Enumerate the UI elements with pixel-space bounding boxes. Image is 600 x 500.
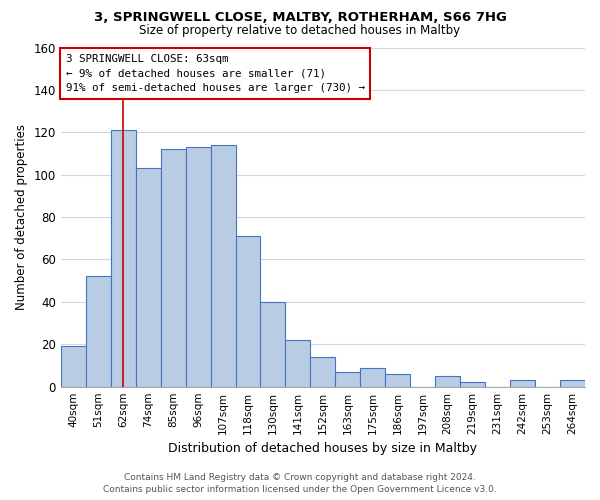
Bar — [185, 147, 211, 386]
Text: 3, SPRINGWELL CLOSE, MALTBY, ROTHERHAM, S66 7HG: 3, SPRINGWELL CLOSE, MALTBY, ROTHERHAM, … — [94, 11, 506, 24]
X-axis label: Distribution of detached houses by size in Maltby: Distribution of detached houses by size … — [169, 442, 478, 455]
Bar — [435, 376, 460, 386]
Text: Size of property relative to detached houses in Maltby: Size of property relative to detached ho… — [139, 24, 461, 37]
Y-axis label: Number of detached properties: Number of detached properties — [15, 124, 28, 310]
Bar — [385, 374, 410, 386]
Bar — [335, 372, 361, 386]
Bar — [460, 382, 485, 386]
Bar — [361, 368, 385, 386]
Bar — [161, 150, 185, 386]
Bar — [560, 380, 585, 386]
Bar — [136, 168, 161, 386]
Bar — [236, 236, 260, 386]
Text: 3 SPRINGWELL CLOSE: 63sqm
← 9% of detached houses are smaller (71)
91% of semi-d: 3 SPRINGWELL CLOSE: 63sqm ← 9% of detach… — [66, 54, 365, 94]
Text: Contains HM Land Registry data © Crown copyright and database right 2024.
Contai: Contains HM Land Registry data © Crown c… — [103, 472, 497, 494]
Bar — [211, 145, 236, 386]
Bar — [510, 380, 535, 386]
Bar — [260, 302, 286, 386]
Bar — [111, 130, 136, 386]
Bar — [310, 357, 335, 386]
Bar — [86, 276, 111, 386]
Bar — [61, 346, 86, 387]
Bar — [286, 340, 310, 386]
